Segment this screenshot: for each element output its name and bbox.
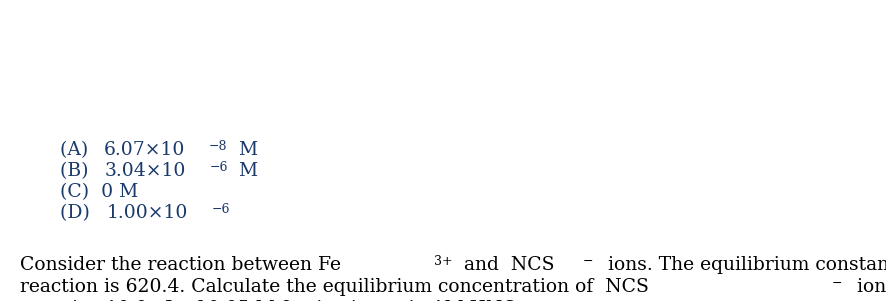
Text: −6: −6 (209, 161, 228, 174)
Text: −: − (583, 255, 594, 268)
Text: Consider the reaction between Fe: Consider the reaction between Fe (20, 256, 341, 274)
Text: ions. The equilibrium constant for this: ions. The equilibrium constant for this (596, 256, 886, 274)
Text: M: M (233, 141, 258, 159)
Text: ion in a solution that: ion in a solution that (845, 278, 886, 296)
Text: reaction is 620.4. Calculate the equilibrium concentration of  NCS: reaction is 620.4. Calculate the equilib… (20, 278, 649, 296)
Text: (B): (B) (60, 162, 95, 180)
Text: −8: −8 (209, 140, 228, 153)
Text: and  NCS: and NCS (458, 256, 555, 274)
Text: (D): (D) (60, 204, 96, 222)
Text: 1.00×10: 1.00×10 (106, 204, 188, 222)
Text: −6: −6 (211, 203, 229, 216)
Text: 3+: 3+ (434, 255, 453, 268)
Text: M: M (233, 162, 259, 180)
Text: −: − (831, 277, 842, 290)
Text: (C)  0 M: (C) 0 M (60, 183, 138, 201)
Text: (A): (A) (60, 141, 94, 159)
Text: contains 10.0mL of 0.05 M ferric nitrate in 1M HNO: contains 10.0mL of 0.05 M ferric nitrate… (20, 300, 517, 301)
Text: , 2.0mL of 5.0×10: , 2.0mL of 5.0×10 (672, 300, 843, 301)
Text: 6.07×10: 6.07×10 (105, 141, 185, 159)
Text: 3.04×10: 3.04×10 (105, 162, 186, 180)
